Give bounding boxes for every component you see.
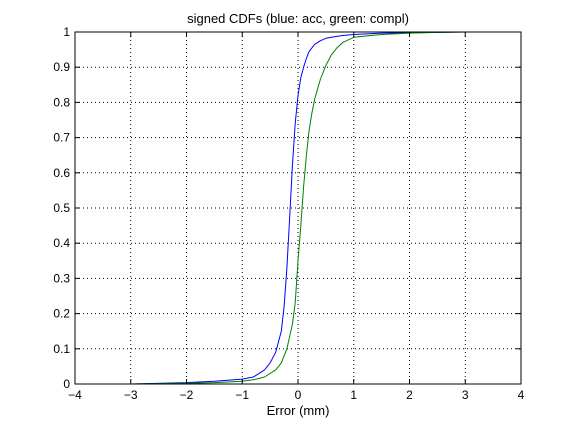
y-tick-labels: 0 0.1 0.2 0.3 0.4 0.5 0.6 0.7 0.8 0.9 1	[53, 25, 70, 391]
x-tick-label: 1	[350, 388, 357, 402]
x-tick-label: 0	[295, 388, 302, 402]
y-tick-label: 0.7	[53, 131, 70, 145]
y-tick-label: 0.3	[53, 271, 70, 285]
x-tick-label: −2	[180, 388, 194, 402]
series-line-blue	[130, 31, 466, 385]
series-group	[130, 31, 466, 385]
y-tick-label: 0	[63, 377, 70, 391]
tick-marks	[74, 31, 522, 385]
x-tick-label: 4	[518, 388, 525, 402]
y-tick-label: 0.4	[53, 236, 70, 250]
y-tick-label: 0.5	[53, 201, 70, 215]
x-tick-label: 2	[406, 388, 413, 402]
x-tick-label: −1	[235, 388, 249, 402]
series-line-green	[130, 31, 466, 385]
y-tick-label: 0.1	[53, 342, 70, 356]
x-tick-label: −3	[124, 388, 138, 402]
y-tick-label: 0.2	[53, 307, 70, 321]
chart-title: signed CDFs (blue: acc, green: compl)	[187, 11, 409, 26]
x-tick-label: −4	[68, 388, 82, 402]
x-tick-labels: −4 −3 −2 −1 0 1 2 3 4	[68, 388, 525, 402]
y-tick-label: 0.6	[53, 166, 70, 180]
y-tick-label: 0.8	[53, 95, 70, 109]
y-tick-label: 1	[63, 25, 70, 39]
x-axis-label: Error (mm)	[267, 403, 330, 418]
y-tick-label: 0.9	[53, 60, 70, 74]
x-tick-label: 3	[462, 388, 469, 402]
